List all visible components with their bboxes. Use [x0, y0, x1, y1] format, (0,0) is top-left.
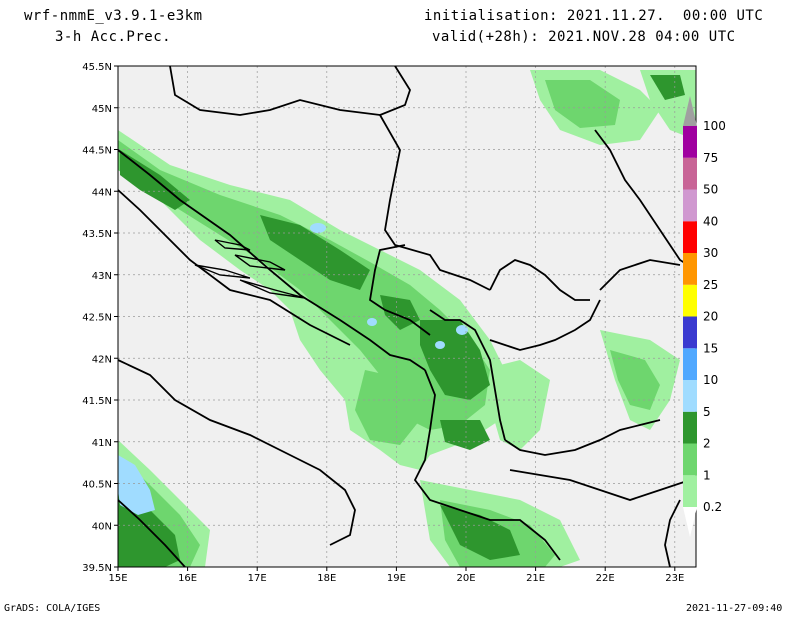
lat-tick-label: 39.5N [82, 563, 112, 574]
colorbar-label: 2 [703, 437, 711, 451]
colorbar-label: 30 [703, 246, 718, 260]
colorbar-label: 25 [703, 278, 718, 292]
colorbar-label: 5 [703, 405, 711, 419]
model-title: wrf-nmmE_v3.9.1-e3km [24, 8, 203, 24]
graticule [118, 66, 696, 567]
colorbar-label: 40 [703, 214, 718, 228]
lon-tick-label: 18E [317, 573, 336, 584]
colorbar-swatch [683, 284, 697, 317]
lat-tick-label: 45.5N [82, 62, 112, 73]
colorbar-high-arrow [683, 96, 697, 126]
colorbar-swatch [683, 253, 697, 285]
lon-tick-label: 21E [526, 573, 545, 584]
footer-credit: GrADS: COLA/IGES [4, 603, 101, 614]
lat-tick-label: 40N [92, 521, 112, 532]
latitude-labels: 45.5N 45N 44.5N 44N 43.5N 43N 42.5N 42N 41.5N 41N… [82, 62, 118, 574]
colorbar-swatch [683, 157, 697, 190]
colorbar-label: 1 [703, 468, 711, 482]
lat-tick-label: 40.5N [82, 480, 112, 491]
lat-tick-label: 44N [92, 187, 112, 198]
colorbar-label: 15 [703, 341, 718, 355]
lon-tick-label: 20E [456, 573, 475, 584]
lon-tick-label: 19E [387, 573, 406, 584]
colorbar-swatch [683, 475, 697, 507]
lon-tick-label: 23E [665, 573, 684, 584]
lat-tick-label: 41N [92, 438, 112, 449]
colorbar-label: 20 [703, 310, 718, 324]
lat-tick-label: 42.5N [82, 313, 112, 324]
colorbar-swatch [683, 443, 697, 476]
valid-time: valid(+28h): 2021.NOV.28 04:00 UTC [432, 29, 736, 45]
lon-tick-label: 16E [178, 573, 197, 584]
colorbar-label: 0.2 [703, 500, 722, 514]
colorbar-swatch [683, 221, 697, 253]
initialisation-time: initialisation: 2021.11.27. 00:00 UTC [424, 8, 764, 24]
colorbar-swatch [683, 348, 697, 380]
colorbar-swatch [683, 411, 697, 444]
footer-timestamp: 2021-11-27-09:40 [686, 603, 783, 614]
colorbar-label: 100 [703, 119, 726, 133]
lat-tick-label: 42N [92, 354, 112, 365]
lon-tick-label: 17E [248, 573, 267, 584]
lat-tick-label: 44.5N [82, 146, 112, 157]
lat-tick-label: 43N [92, 271, 112, 282]
islands [194, 239, 306, 299]
colorbar-low-arrow [683, 507, 697, 537]
lon-tick-label: 15E [108, 573, 127, 584]
colorbar-swatch [683, 316, 697, 349]
lat-tick-label: 43.5N [82, 229, 112, 240]
colorbar-label: 75 [703, 151, 718, 165]
colorbar-label: 50 [703, 183, 718, 197]
longitude-labels: 15E 16E 17E 18E 19E 20E 21E 22E 23E [108, 567, 684, 584]
colorbar-swatch [683, 380, 697, 412]
lat-tick-label: 45N [92, 104, 112, 115]
colorbar-swatch [683, 126, 697, 158]
precip-very-heavy [118, 223, 468, 515]
field-title: 3-h Acc.Prec. [55, 29, 172, 45]
colorbar-swatch [683, 189, 697, 222]
lat-tick-label: 41.5N [82, 396, 112, 407]
coastlines-and-borders [117, 65, 697, 568]
lon-tick-label: 22E [596, 573, 615, 584]
colorbar-label: 10 [703, 373, 718, 387]
